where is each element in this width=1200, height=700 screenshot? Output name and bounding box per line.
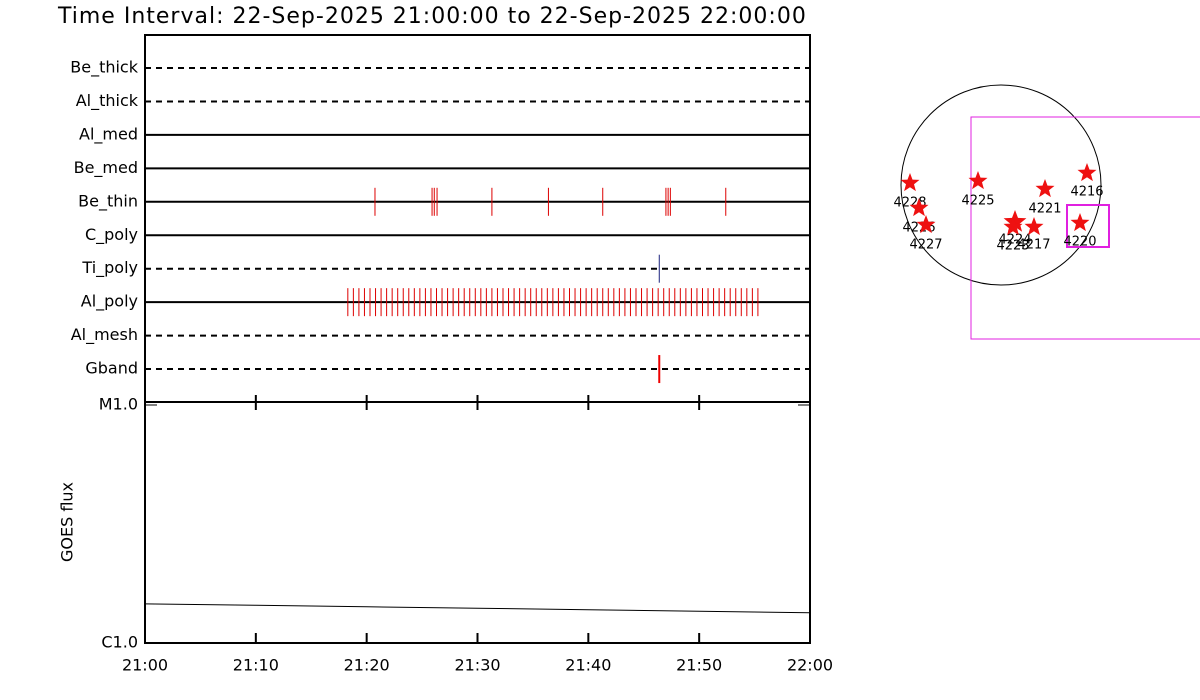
sun-map — [900, 84, 1200, 340]
y-axis-label: GOES flux — [58, 482, 77, 562]
region-star — [900, 173, 920, 192]
region-star — [909, 198, 929, 217]
region-star — [1077, 163, 1097, 182]
row-label: Be_med — [74, 158, 138, 178]
row-label: Ti_poly — [81, 258, 138, 278]
y-tick-label: C1.0 — [101, 633, 138, 652]
region-label: 4223 — [996, 239, 1029, 254]
region-label: 4216 — [1070, 185, 1103, 200]
region-label: 4217 — [1017, 238, 1050, 253]
x-tick-label: 21:10 — [233, 656, 279, 675]
region-star — [1070, 213, 1090, 232]
x-tick-label: 22:00 — [787, 656, 833, 675]
x-tick-label: 21:50 — [676, 656, 722, 675]
region-label: 4225 — [961, 194, 994, 209]
region-star — [1003, 210, 1027, 232]
region-star — [968, 171, 988, 190]
x-tick-label: 21:20 — [344, 656, 390, 675]
row-label: Al_thick — [76, 91, 139, 111]
x-tick-label: 21:40 — [565, 656, 611, 675]
target-box — [1066, 204, 1110, 248]
region-star — [916, 215, 936, 234]
chart-title: Time Interval: 22-Sep-2025 21:00:00 to 2… — [57, 4, 807, 29]
region-label: 4220 — [1063, 235, 1096, 250]
region-label: 4221 — [1028, 202, 1061, 217]
region-label: 4224 — [998, 233, 1031, 248]
row-label: Al_med — [79, 124, 138, 144]
x-tick-label: 21:00 — [122, 656, 168, 675]
region-label: 4227 — [909, 238, 942, 253]
row-label: Al_mesh — [71, 325, 138, 345]
row-label: Be_thin — [78, 191, 138, 211]
x-tick-label: 21:30 — [454, 656, 500, 675]
row-label: Al_poly — [81, 292, 138, 312]
region-star — [1024, 217, 1044, 236]
row-label: Be_thick — [70, 58, 138, 78]
row-label: Gband — [85, 359, 138, 378]
goes-line — [144, 603, 811, 614]
region-star — [1003, 217, 1023, 236]
row-label: C_poly — [85, 225, 138, 245]
solar-disk — [900, 84, 1102, 286]
y-tick-label: M1.0 — [99, 395, 138, 414]
region-star — [1035, 179, 1055, 198]
field-of-view — [970, 116, 1200, 340]
